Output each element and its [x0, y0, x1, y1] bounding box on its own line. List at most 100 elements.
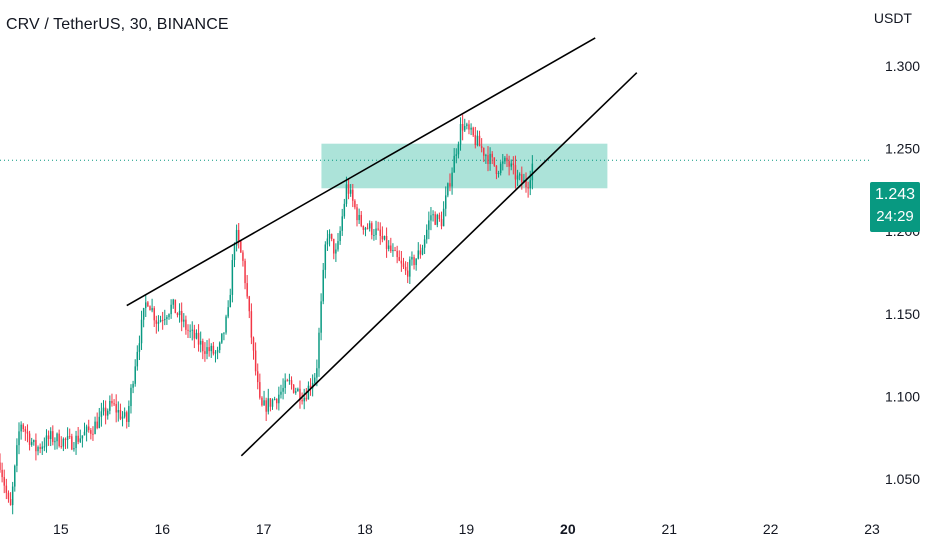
candle-body: [45, 435, 48, 447]
candle-body: [85, 426, 88, 432]
candle-body: [187, 329, 189, 331]
x-tick-label: 15: [53, 521, 69, 537]
candle-body: [134, 366, 136, 384]
candle-body: [358, 214, 360, 221]
candle-body: [476, 135, 479, 146]
candle-body: [371, 223, 373, 236]
candle-body: [525, 179, 527, 188]
lower-trendline: [240, 72, 638, 457]
candle-body: [128, 406, 130, 422]
x-tick-label: 21: [661, 521, 677, 537]
candle-body: [43, 446, 46, 448]
candle-body: [191, 329, 193, 331]
candle-body: [489, 153, 491, 165]
candle-body: [96, 421, 98, 428]
x-tick-label: 16: [154, 521, 170, 537]
candle-body: [210, 345, 212, 352]
candle-body: [487, 155, 489, 165]
candle-body: [387, 245, 390, 249]
candle-body: [168, 314, 170, 318]
candle-body: [54, 441, 56, 443]
candle-body: [216, 350, 219, 353]
candle-body: [259, 382, 261, 398]
candle-body: [24, 429, 27, 432]
candle-body: [330, 233, 333, 239]
candle-body: [468, 124, 470, 130]
candle-body: [145, 302, 147, 309]
candle-body: [320, 301, 322, 333]
x-tick-label: 17: [256, 521, 272, 537]
candle-body: [142, 308, 145, 320]
candle-body: [333, 238, 335, 254]
candle-body: [510, 163, 512, 167]
candle-body: [256, 371, 259, 383]
candle-body: [111, 400, 113, 404]
candle-body: [218, 342, 221, 351]
candle-body: [149, 306, 151, 311]
candle-body: [377, 228, 379, 230]
candle-body: [349, 189, 352, 194]
candle-body: [248, 296, 251, 312]
candle-body: [206, 347, 208, 354]
candle-body: [278, 394, 280, 404]
candle-body: [421, 247, 424, 255]
candle-body: [92, 433, 94, 435]
x-tick-label: 22: [763, 521, 779, 537]
candle-body: [368, 223, 371, 229]
candle-body: [493, 157, 496, 166]
candle-body: [115, 404, 117, 413]
candle-body: [316, 368, 318, 378]
candle-body: [411, 257, 413, 260]
candle-body: [335, 249, 337, 254]
candle-body: [94, 421, 96, 435]
candle-body: [373, 235, 375, 237]
candle-body: [62, 438, 65, 447]
candle-body: [328, 233, 331, 239]
candle-body: [18, 431, 20, 446]
candle-body: [1, 469, 3, 478]
candle-body: [301, 400, 303, 402]
candle-body: [318, 332, 320, 369]
candle-body: [121, 416, 124, 419]
candle-body: [381, 235, 384, 240]
candle-body: [295, 391, 297, 393]
candle-body: [109, 400, 111, 411]
candle-body: [7, 492, 10, 500]
candle-body: [3, 477, 5, 486]
candle-body: [68, 436, 71, 438]
candle-body: [106, 410, 109, 416]
last-price-badge: 1.243 24:29: [870, 182, 920, 232]
symbol-title[interactable]: CRV / TetherUS, 30, BINANCE: [6, 16, 229, 33]
price-unit-label: USDT: [873, 10, 912, 26]
candle-body: [204, 351, 206, 354]
candle-body: [379, 229, 381, 236]
bar-countdown: 24:29: [876, 208, 914, 225]
candle-body: [455, 154, 458, 156]
x-tick-label: 23: [864, 521, 880, 537]
candle-body: [402, 263, 405, 267]
candle-body: [225, 316, 227, 333]
candle-body: [185, 319, 187, 330]
candle-body: [385, 235, 388, 249]
candle-body: [290, 380, 293, 385]
candle-body: [383, 235, 386, 240]
candle-body: [502, 161, 504, 164]
candle-body: [375, 228, 377, 236]
candle-body: [404, 266, 407, 271]
candle-body: [83, 431, 86, 436]
candle-body: [117, 410, 120, 413]
candle-body: [390, 245, 392, 252]
candle-body: [364, 227, 367, 230]
candle-body: [529, 180, 531, 189]
candle-body: [151, 308, 153, 311]
candle-body: [30, 442, 33, 445]
candle-body: [161, 319, 164, 321]
candle-body: [506, 157, 508, 162]
candle-body: [79, 438, 82, 442]
candle-body: [214, 352, 217, 354]
candle-body: [166, 317, 168, 319]
candle-body: [453, 155, 455, 173]
candle-body: [273, 399, 276, 401]
candle-body: [261, 397, 263, 406]
